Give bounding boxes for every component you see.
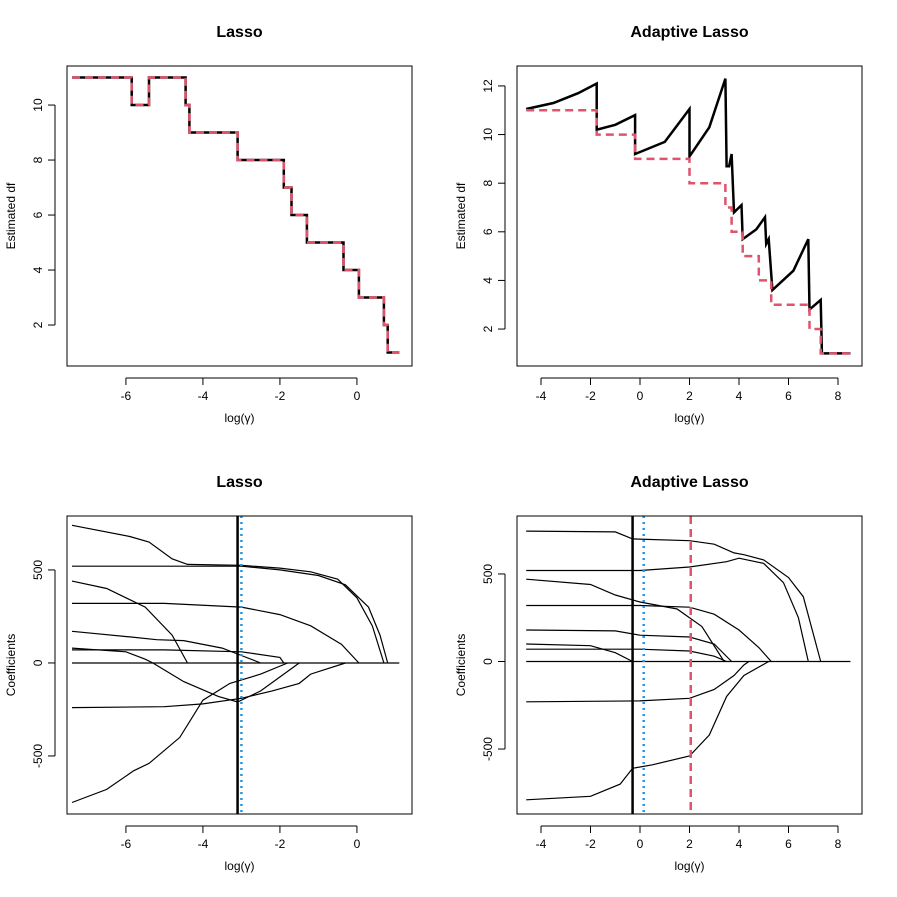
y-tick-label: -500 [31,744,45,768]
x-axis-label: log(γ) [674,859,704,873]
chart-title: Lasso [216,24,262,41]
data-line [526,648,727,663]
x-tick-label: 4 [736,389,743,403]
x-tick-label: 0 [637,389,644,403]
x-tick-label: -2 [275,389,286,403]
data-line [526,661,750,703]
x-tick-label: -6 [121,389,132,403]
x-tick-label: 8 [835,389,842,403]
y-axis-label: Estimated df [454,182,468,249]
x-tick-label: -2 [275,837,286,851]
plot-box [66,515,413,815]
y-tick-label: 6 [31,211,45,218]
data-line [72,649,285,664]
x-axis-label: log(γ) [674,411,704,425]
x-axis-label: log(γ) [224,411,254,425]
x-tick-label: 0 [354,389,361,403]
data-line [526,530,822,662]
data-line [526,660,769,801]
y-tick-label: 10 [31,98,45,112]
x-tick-label: -4 [198,837,209,851]
chart-title: Adaptive Lasso [630,24,748,41]
plot-box [66,65,413,367]
data-line [72,76,400,354]
y-tick-label: 500 [481,564,495,584]
y-axis-label: Coefficients [4,634,18,696]
data-line [72,602,360,664]
x-axis-label: log(γ) [224,859,254,873]
y-tick-label: 12 [481,79,495,93]
y-tick-label: 0 [31,659,45,666]
data-line [526,604,772,662]
y-tick-label: 8 [31,156,45,163]
x-tick-label: 6 [785,389,792,403]
data-line [525,78,851,355]
data-line [71,524,385,664]
x-tick-label: 4 [736,837,743,851]
data-line [526,578,725,662]
x-tick-label: 0 [637,837,644,851]
x-tick-label: 2 [686,837,693,851]
data-line [71,630,261,664]
y-axis-label: Coefficients [454,634,468,696]
y-tick-label: 10 [481,128,495,142]
x-tick-label: -2 [585,837,596,851]
x-tick-label: 2 [686,389,693,403]
data-line [526,629,733,662]
data-line [71,662,288,804]
chart-title: Lasso [216,474,262,491]
data-line [526,557,809,662]
y-tick-label: 0 [481,658,495,665]
y-tick-label: 4 [31,266,45,273]
y-tick-label: 4 [481,277,495,284]
y-tick-label: 8 [481,180,495,187]
data-line [72,565,389,664]
plot-box [516,65,863,367]
data-line [71,580,189,664]
data-line [526,108,851,355]
x-tick-label: -4 [536,837,547,851]
x-tick-label: -6 [121,837,132,851]
data-line [71,662,346,709]
y-tick-label: 2 [481,325,495,332]
data-line [72,76,400,354]
x-tick-label: 6 [785,837,792,851]
data-line [526,643,633,663]
x-tick-label: -2 [585,389,596,403]
x-tick-label: 0 [354,837,361,851]
chart-title: Adaptive Lasso [630,474,748,491]
y-tick-label: 2 [31,321,45,328]
plot-box [516,515,863,815]
y-tick-label: -500 [481,737,495,761]
data-line [152,662,300,703]
x-tick-label: 8 [835,837,842,851]
y-tick-label: 6 [481,228,495,235]
y-axis-label: Estimated df [4,182,18,249]
x-tick-label: -4 [198,389,209,403]
y-tick-label: 500 [31,560,45,580]
x-tick-label: -4 [536,389,547,403]
